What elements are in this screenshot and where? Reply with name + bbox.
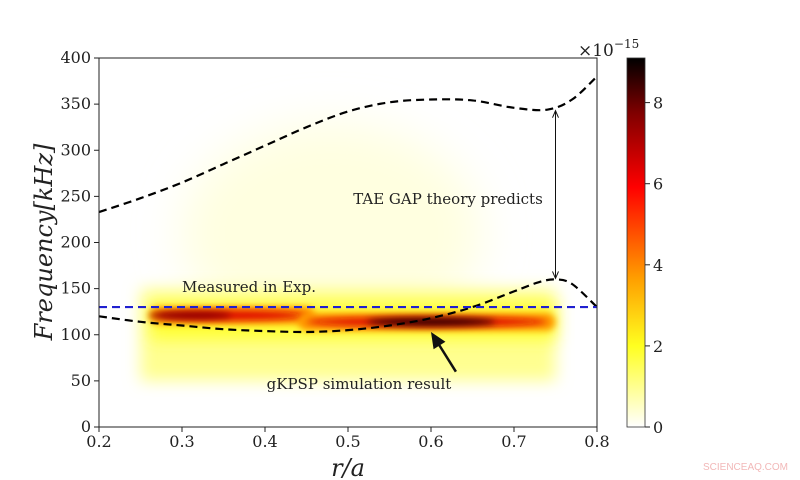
y-tick-label: 350 <box>60 94 91 113</box>
colorbar-tick-label: 2 <box>653 337 663 356</box>
y-ticks: 0 50 100 150 200 250 300 350 400 <box>60 48 99 436</box>
annotation-simulation: gKPSP simulation result <box>267 375 452 393</box>
x-tick-label: 0.2 <box>86 432 111 451</box>
gap-boundary-line <box>99 75 597 214</box>
colorbar-tick-label: 8 <box>653 94 663 113</box>
x-ticks: 0.2 0.3 0.4 0.5 0.6 0.7 0.8 <box>86 427 610 451</box>
heatmap-peak <box>366 317 496 326</box>
arrows <box>431 109 559 373</box>
x-tick-label: 0.8 <box>584 432 609 451</box>
colorbar <box>626 57 646 428</box>
annotation-measured: Measured in Exp. <box>182 278 316 296</box>
gap-arrow-head-bottom <box>552 271 559 280</box>
x-axis-label: r/a <box>331 454 365 480</box>
colorbar-multiplier: ×10−15 <box>578 37 639 61</box>
colorbar-tick-label: 0 <box>653 418 663 437</box>
y-tick-label: 300 <box>60 140 91 159</box>
annotation-tae-gap: TAE GAP theory predicts <box>353 190 543 208</box>
y-axis-label: Frequency[kHz] <box>30 143 58 341</box>
x-tick-label: 0.6 <box>418 432 443 451</box>
heatmap-glow <box>181 123 482 344</box>
x-tick-label: 0.4 <box>252 432 277 451</box>
x-tick-label: 0.3 <box>169 432 194 451</box>
curves <box>99 75 597 334</box>
y-tick-label: 250 <box>60 186 91 205</box>
gap-arrow-head-top <box>552 109 559 118</box>
x-tick-label: 0.5 <box>335 432 360 451</box>
simulation-arrow-head <box>431 331 446 350</box>
colorbar-ticks: 0 2 4 6 8 <box>645 94 663 437</box>
gap-boundary-line <box>99 278 597 334</box>
y-tick-label: 150 <box>60 279 91 298</box>
colorbar-tick-label: 6 <box>653 175 663 194</box>
x-tick-label: 0.7 <box>501 432 526 451</box>
y-tick-label: 200 <box>60 233 91 252</box>
simulation-arrow <box>437 343 457 373</box>
watermark: SCIENCEAQ.COM <box>703 462 789 473</box>
colorbar-tick-label: 4 <box>653 256 663 275</box>
y-tick-label: 0 <box>81 417 91 436</box>
heatmap <box>140 123 556 381</box>
heatmap-peak <box>148 311 232 320</box>
y-tick-label: 400 <box>60 48 91 67</box>
y-tick-label: 100 <box>60 325 91 344</box>
y-tick-label: 50 <box>71 371 91 390</box>
